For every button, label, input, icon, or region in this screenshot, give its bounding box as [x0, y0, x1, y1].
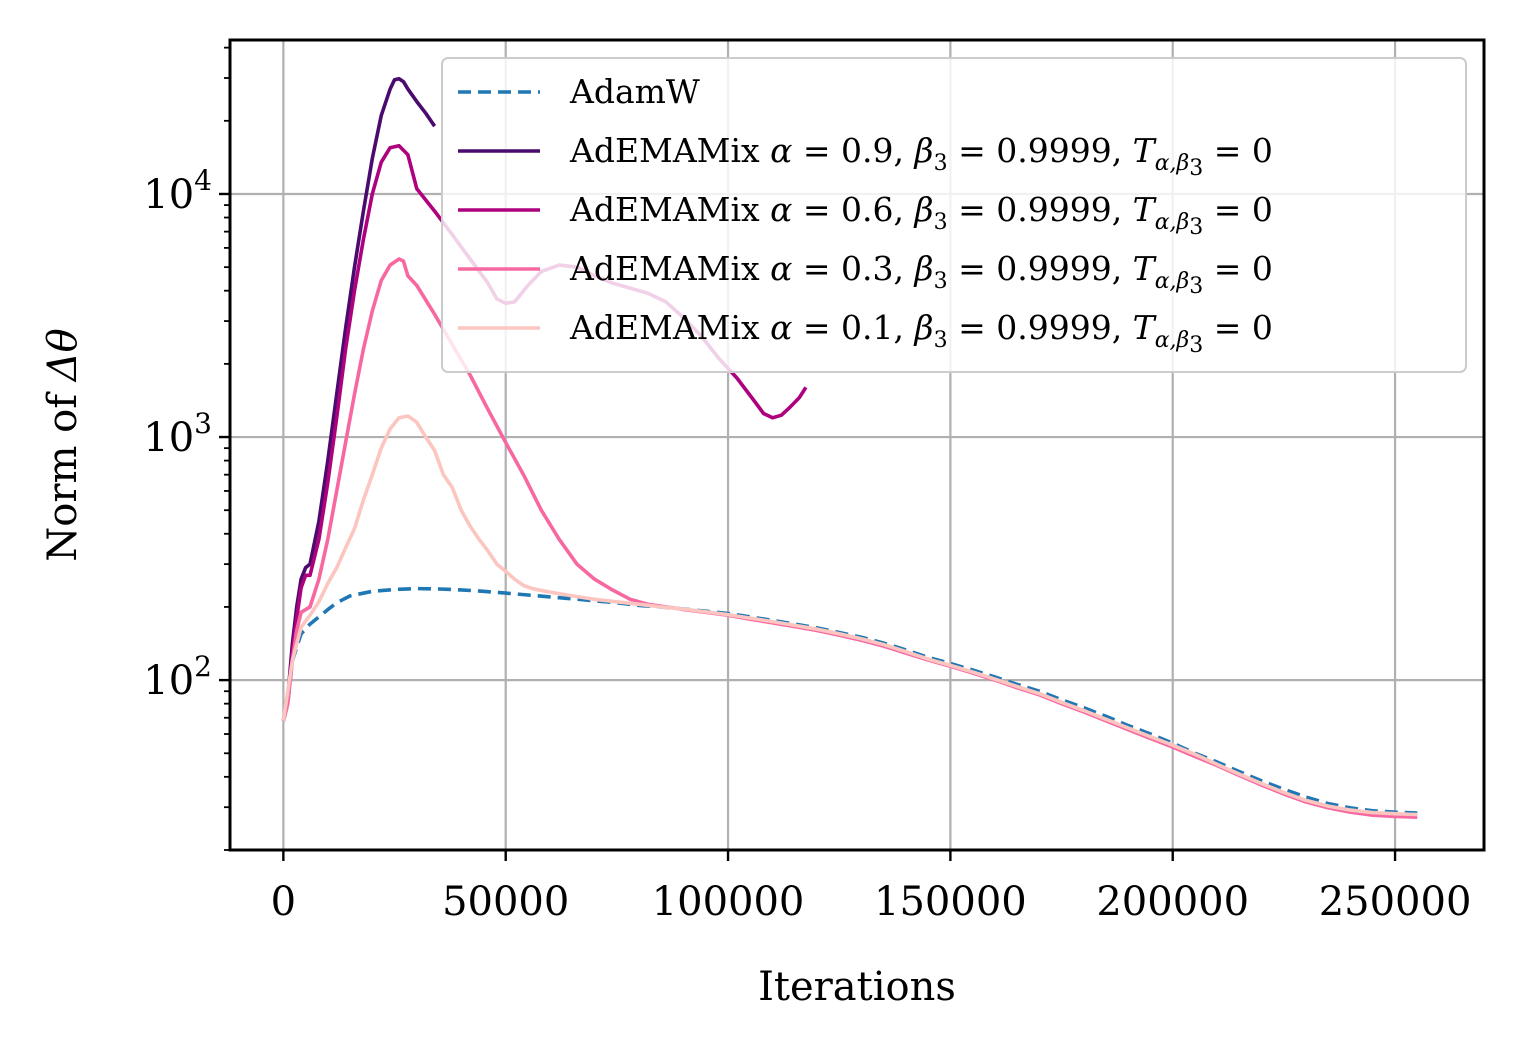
- legend-text: AdamW: [569, 72, 700, 111]
- legend-alpha-symbol: α: [770, 131, 792, 170]
- legend-text: AdEMAMix: [569, 190, 770, 229]
- legend-beta-symbol: β: [913, 131, 934, 170]
- legend-t-subsubscript: 3: [1189, 156, 1203, 181]
- legend-t-symbol: T: [1133, 249, 1158, 288]
- legend-t-subscript: α,β: [1155, 328, 1190, 353]
- plot-frame: [228, 38, 1486, 852]
- x-axis-label: Iterations: [758, 964, 956, 1010]
- x-tick-label: 50000: [442, 879, 569, 925]
- legend-label: AdEMAMix α = 0.3, β3 = 0.9999, Tα,β3 = 0: [569, 249, 1273, 299]
- y-tick-base: 10: [143, 658, 194, 704]
- y-tick-label: 102: [143, 650, 212, 704]
- legend-t-subscript: α,β: [1155, 269, 1190, 294]
- y-tick-label: 103: [143, 407, 212, 461]
- legend-t-subscript: α,β: [1155, 210, 1190, 235]
- x-tick-label: 0: [271, 879, 296, 925]
- x-tick-label: 200000: [1096, 879, 1249, 925]
- legend-alpha-symbol: α: [770, 190, 792, 229]
- legend-beta-subscript: 3: [934, 269, 948, 294]
- legend-alpha-symbol: α: [770, 308, 792, 347]
- x-tick-label: 250000: [1319, 879, 1472, 925]
- legend-beta-symbol: β: [913, 249, 934, 288]
- legend-alpha-value: = 0.3,: [792, 249, 914, 288]
- legend-t-subsubscript: 3: [1189, 274, 1203, 299]
- legend-label: AdEMAMix α = 0.1, β3 = 0.9999, Tα,β3 = 0: [569, 308, 1273, 358]
- legend-beta-symbol: β: [913, 190, 934, 229]
- legend-alpha-symbol: α: [770, 249, 792, 288]
- legend-alpha-value: = 0.9,: [792, 131, 914, 170]
- y-tick-base: 10: [143, 172, 194, 218]
- y-axis-label-symbol: Δθ: [40, 328, 86, 383]
- y-tick-base: 10: [143, 415, 194, 461]
- y-tick-exponent: 2: [194, 650, 212, 683]
- legend-label: AdamW: [569, 72, 700, 111]
- legend-text: AdEMAMix: [569, 308, 770, 347]
- y-tick-exponent: 4: [194, 164, 212, 197]
- legend-beta-value: = 0.9999,: [948, 308, 1133, 347]
- legend-beta-value: = 0.9999,: [948, 131, 1133, 170]
- legend-beta-subscript: 3: [934, 151, 948, 176]
- legend-beta-subscript: 3: [934, 210, 948, 235]
- legend-label: AdEMAMix α = 0.6, β3 = 0.9999, Tα,β3 = 0: [569, 190, 1273, 240]
- legend-t-subsubscript: 3: [1189, 215, 1203, 240]
- legend-t-symbol: T: [1133, 308, 1158, 347]
- series-line: [281, 414, 1418, 817]
- legend-beta-value: = 0.9999,: [948, 190, 1133, 229]
- legend-t-subsubscript: 3: [1189, 333, 1203, 358]
- legend-t-symbol: T: [1133, 131, 1158, 170]
- legend-text: AdEMAMix: [569, 131, 770, 170]
- legend-t-value: = 0: [1203, 190, 1273, 229]
- legend-alpha-value: = 0.1,: [792, 308, 914, 347]
- legend-box: [441, 57, 1467, 373]
- x-tick-label: 100000: [652, 879, 805, 925]
- legend-t-value: = 0: [1203, 308, 1273, 347]
- legend-beta-value: = 0.9999,: [948, 249, 1133, 288]
- legend-label: AdEMAMix α = 0.9, β3 = 0.9999, Tα,β3 = 0: [569, 131, 1273, 181]
- legend-beta-subscript: 3: [934, 328, 948, 353]
- y-axis-label-text: Norm of: [40, 381, 86, 561]
- legend-t-symbol: T: [1133, 190, 1158, 229]
- legend-t-value: = 0: [1203, 249, 1273, 288]
- legend-beta-symbol: β: [913, 308, 934, 347]
- legend-t-subscript: α,β: [1155, 151, 1190, 176]
- x-tick-label: 150000: [874, 879, 1027, 925]
- y-axis-label: Norm of Δθ: [40, 328, 86, 561]
- y-tick-label: 104: [143, 164, 212, 218]
- y-tick-exponent: 3: [194, 407, 212, 440]
- series-line: [281, 586, 1418, 815]
- legend-text: AdEMAMix: [569, 249, 770, 288]
- legend-alpha-value: = 0.6,: [792, 190, 914, 229]
- legend-t-value: = 0: [1203, 131, 1273, 170]
